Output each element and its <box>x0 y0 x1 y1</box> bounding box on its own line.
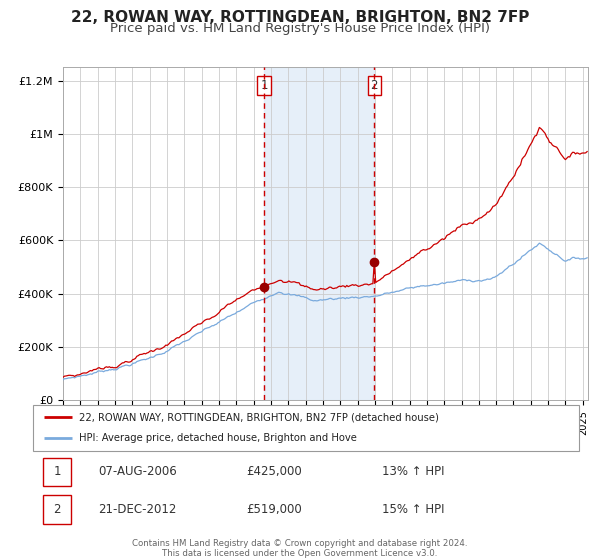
Text: 2: 2 <box>53 503 61 516</box>
Text: £425,000: £425,000 <box>246 465 302 478</box>
Text: 22, ROWAN WAY, ROTTINGDEAN, BRIGHTON, BN2 7FP: 22, ROWAN WAY, ROTTINGDEAN, BRIGHTON, BN… <box>71 10 529 25</box>
Text: 1: 1 <box>53 465 61 478</box>
Text: 1: 1 <box>260 79 268 92</box>
Bar <box>264 67 374 400</box>
Text: 21-DEC-2012: 21-DEC-2012 <box>98 503 177 516</box>
Text: Price paid vs. HM Land Registry's House Price Index (HPI): Price paid vs. HM Land Registry's House … <box>110 22 490 35</box>
FancyBboxPatch shape <box>43 458 71 486</box>
Text: £519,000: £519,000 <box>246 503 302 516</box>
Text: 2: 2 <box>371 79 378 92</box>
FancyBboxPatch shape <box>43 495 71 524</box>
Text: 22, ROWAN WAY, ROTTINGDEAN, BRIGHTON, BN2 7FP (detached house): 22, ROWAN WAY, ROTTINGDEAN, BRIGHTON, BN… <box>79 412 439 422</box>
FancyBboxPatch shape <box>33 405 579 451</box>
Text: 07-AUG-2006: 07-AUG-2006 <box>98 465 177 478</box>
Text: Contains HM Land Registry data © Crown copyright and database right 2024.: Contains HM Land Registry data © Crown c… <box>132 539 468 548</box>
Text: This data is licensed under the Open Government Licence v3.0.: This data is licensed under the Open Gov… <box>163 549 437 558</box>
Text: 15% ↑ HPI: 15% ↑ HPI <box>382 503 445 516</box>
Text: HPI: Average price, detached house, Brighton and Hove: HPI: Average price, detached house, Brig… <box>79 433 357 444</box>
Text: 13% ↑ HPI: 13% ↑ HPI <box>382 465 445 478</box>
